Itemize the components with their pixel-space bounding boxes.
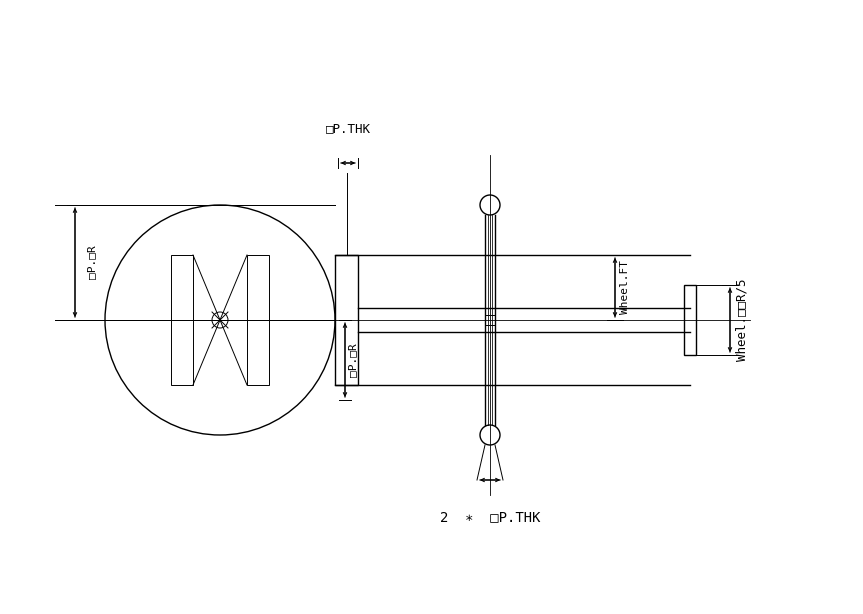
Text: Wheel.FT: Wheel.FT: [620, 260, 630, 314]
Text: □P.□R: □P.□R: [87, 246, 97, 279]
Bar: [335, 255, 358, 385]
Bar: [247, 255, 269, 385]
Text: Wheel.□□R/5: Wheel.□□R/5: [735, 279, 748, 361]
Bar: [684, 285, 696, 355]
Text: □P.□R: □P.□R: [348, 343, 358, 377]
Text: □P.THK: □P.THK: [325, 122, 370, 135]
Bar: [485, 315, 495, 325]
Text: 2  ∗  □P.THK: 2 ∗ □P.THK: [440, 510, 540, 524]
Bar: [171, 255, 193, 385]
